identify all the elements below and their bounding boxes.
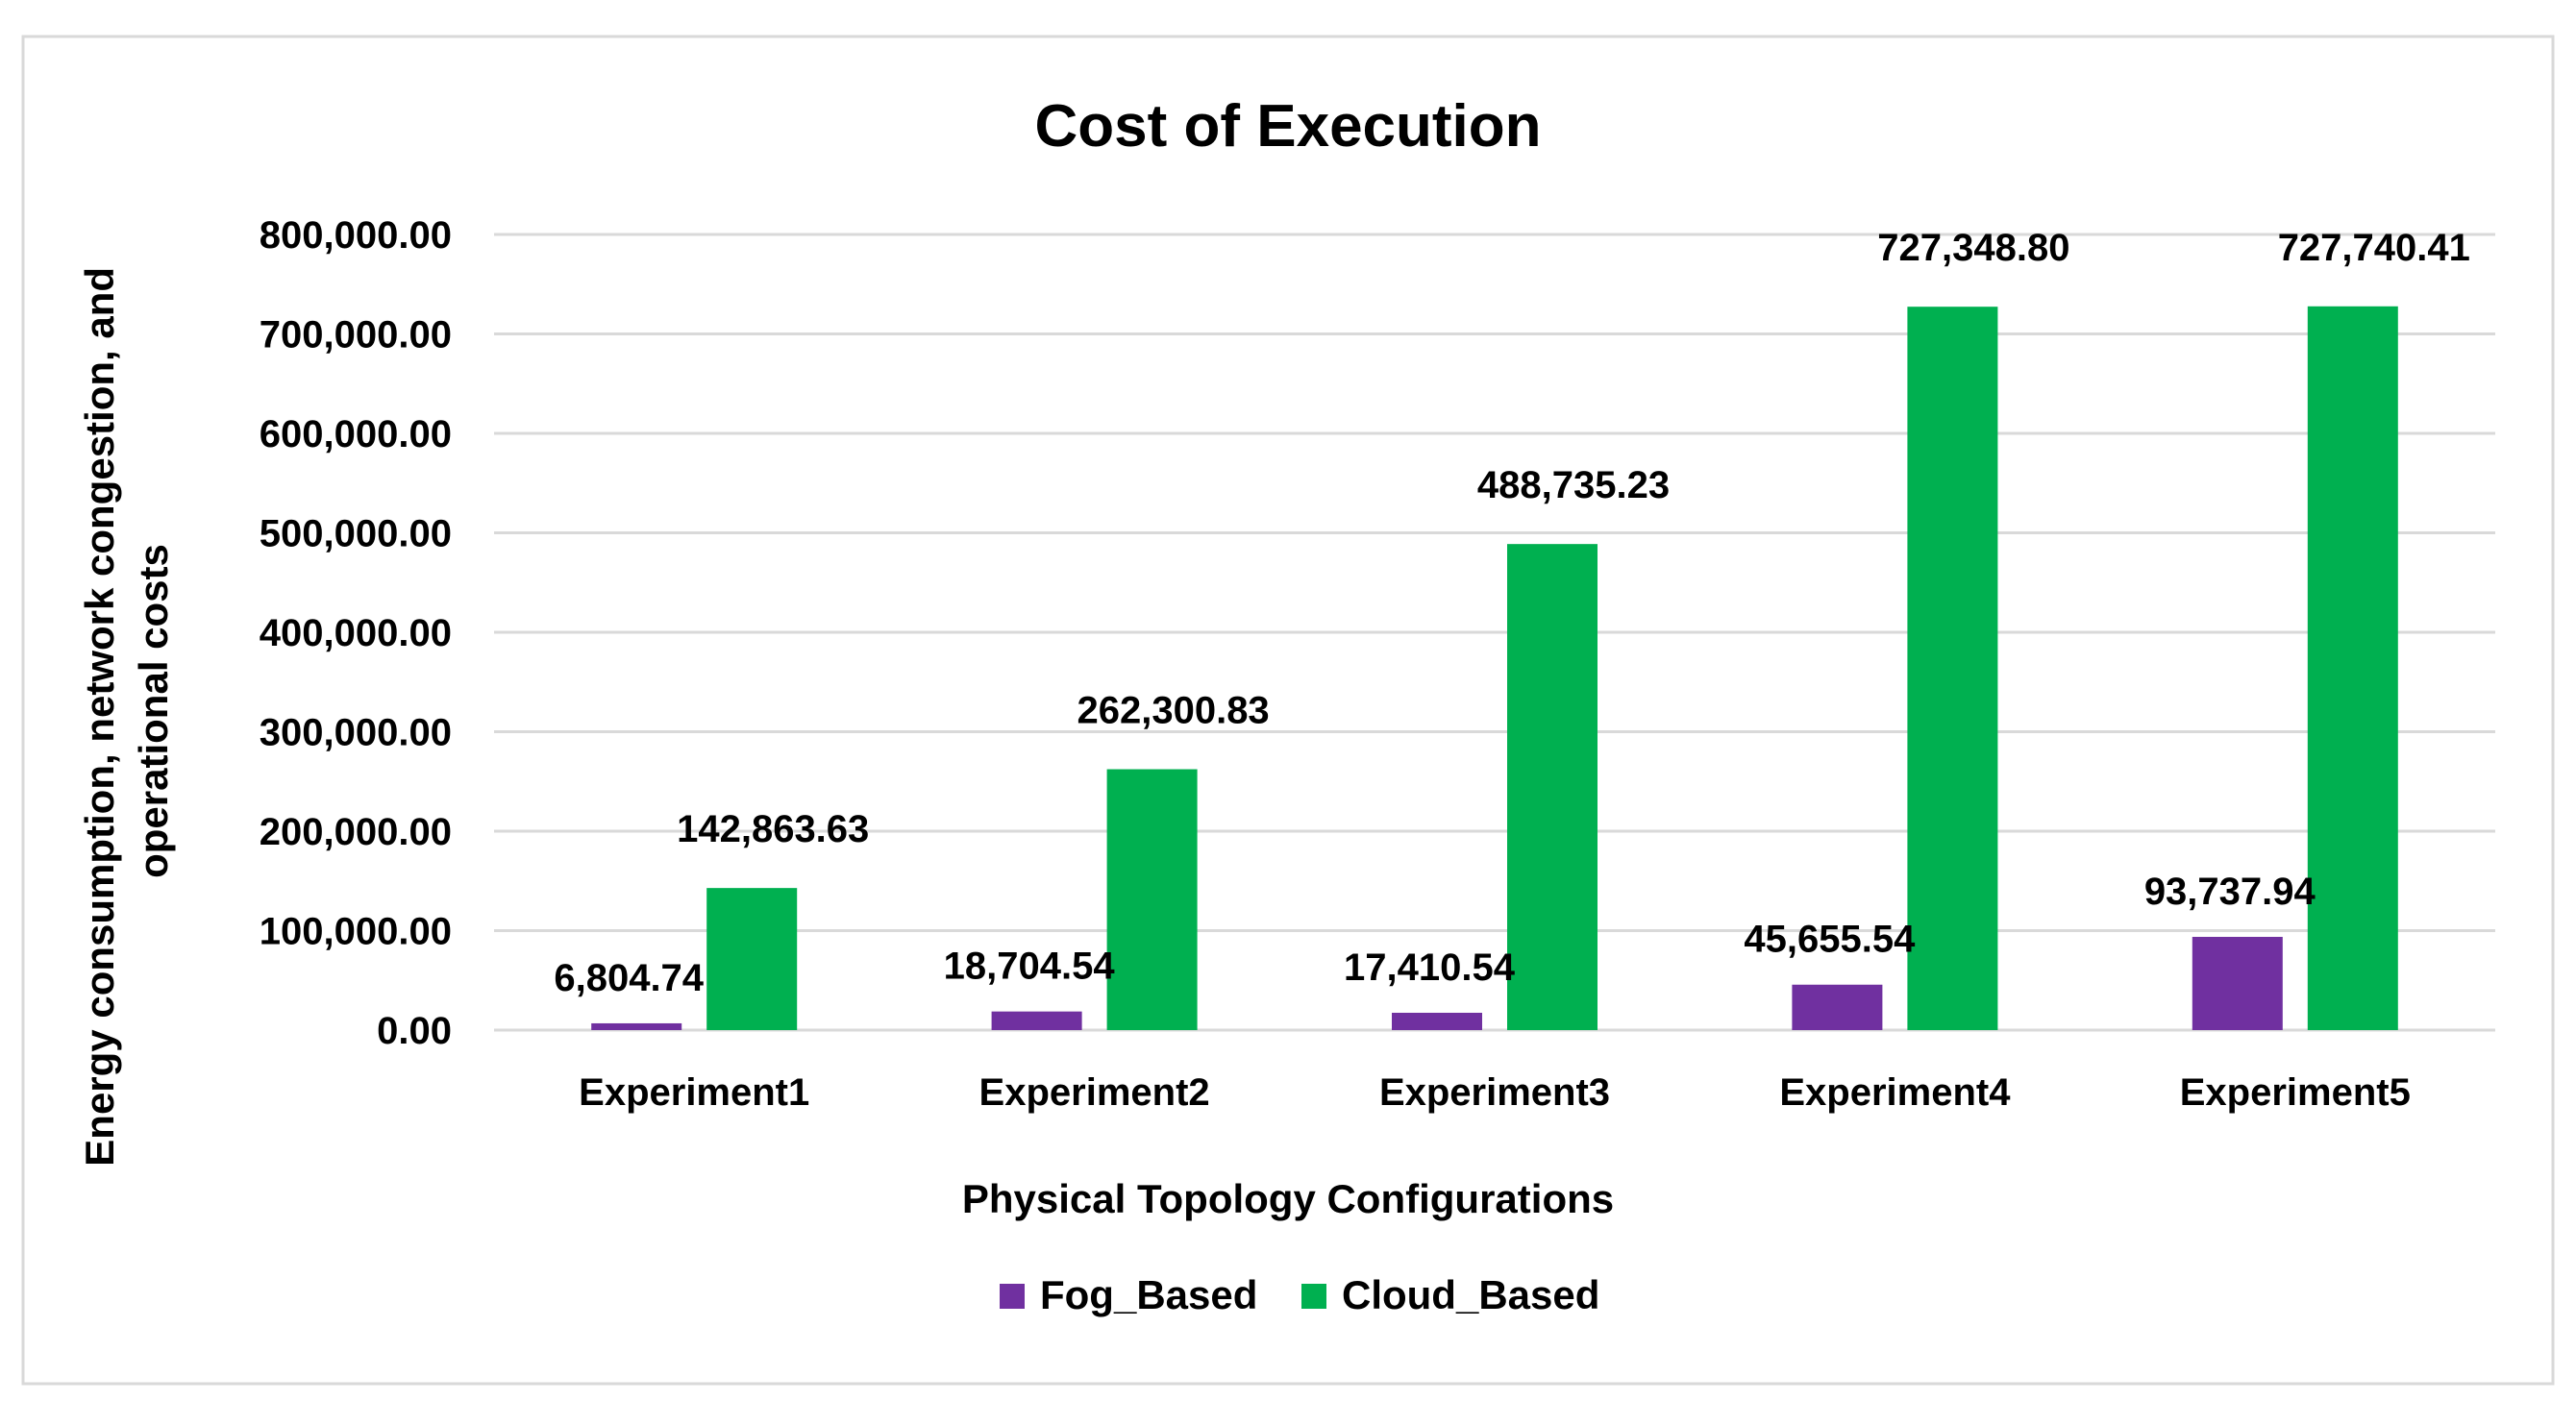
y-tick-label: 400,000.00 — [260, 612, 452, 654]
legend: Fog_Based Cloud_Based — [1000, 1272, 1599, 1317]
legend-label: Fog_Based — [1040, 1272, 1257, 1317]
fog-based-bar — [1792, 984, 1883, 1030]
cloud-based-bar — [1907, 307, 1998, 1031]
cloud-based-bar — [1507, 544, 1598, 1030]
y-tick-label: 700,000.00 — [260, 314, 452, 356]
fog-based-bar — [991, 1011, 1082, 1030]
fog-based-data-label: 18,704.54 — [944, 946, 1116, 988]
y-tick-label: 200,000.00 — [260, 811, 452, 853]
fog-based-data-label: 6,804.74 — [554, 957, 704, 999]
chart-border — [21, 35, 2555, 1386]
legend-swatch — [1000, 1284, 1025, 1309]
fog-based-data-label: 93,737.94 — [2144, 871, 2316, 913]
y-axis-title: Energy consumption, network congestion, … — [77, 256, 176, 1166]
x-axis-ticks: Experiment1 Experiment2 Experiment3 Experim… — [579, 1071, 2411, 1114]
x-tick-label: Experiment3 — [1379, 1071, 1610, 1114]
y-tick-label: 500,000.00 — [260, 513, 452, 555]
fog-based-data-label: 17,410.54 — [1344, 946, 1516, 989]
x-tick-label: Experiment1 — [579, 1071, 809, 1114]
cloud-based-data-label: 142,863.63 — [677, 808, 869, 850]
gridlines — [494, 233, 2495, 1032]
cloud-based-bar — [1106, 769, 1198, 1030]
legend-label: Cloud_Based — [1342, 1272, 1599, 1317]
cloud-based-data-label: 488,735.23 — [1477, 464, 1670, 506]
legend-swatch — [1301, 1284, 1326, 1309]
y-tick-label: 800,000.00 — [260, 214, 452, 257]
fog-based-bar — [2192, 936, 2283, 1030]
data-labels: 6,804.74 142,863.63 18,704.54 262,300.83 17,… — [554, 227, 2470, 999]
cloud-based-data-label: 727,348.80 — [1877, 227, 2069, 269]
x-axis-title: Physical Topology Configurations — [962, 1176, 1614, 1221]
y-tick-label: 300,000.00 — [260, 712, 452, 754]
x-tick-label: Experiment2 — [979, 1071, 1210, 1114]
fog-based-data-label: 45,655.54 — [1744, 919, 1916, 961]
cloud-based-data-label: 727,740.41 — [2278, 227, 2470, 269]
y-tick-label: 100,000.00 — [260, 911, 452, 953]
x-tick-label: Experiment5 — [2180, 1071, 2411, 1114]
y-axis-title-line-2: operational costs — [131, 544, 176, 878]
x-tick-label: Experiment4 — [1779, 1071, 2011, 1114]
y-axis-ticks: 0.00 100,000.00 200,000.00 300,000.00 400,00… — [260, 214, 452, 1052]
y-tick-label: 600,000.00 — [260, 413, 452, 455]
cloud-based-bar — [2307, 306, 2398, 1030]
y-tick-label: 0.00 — [377, 1010, 452, 1052]
legend-item-cloud-based: Cloud_Based — [1301, 1272, 1599, 1317]
cloud-based-bar — [706, 888, 798, 1030]
fog-based-bar — [1392, 1012, 1482, 1030]
bars — [591, 306, 2398, 1031]
cloud-based-data-label: 262,300.83 — [1077, 690, 1269, 732]
chart-title: Cost of Execution — [1034, 93, 1541, 160]
y-axis-title-line-1: Energy consumption, network congestion, … — [77, 267, 122, 1167]
legend-item-fog-based: Fog_Based — [1000, 1272, 1257, 1317]
fog-based-bar — [591, 1022, 682, 1030]
